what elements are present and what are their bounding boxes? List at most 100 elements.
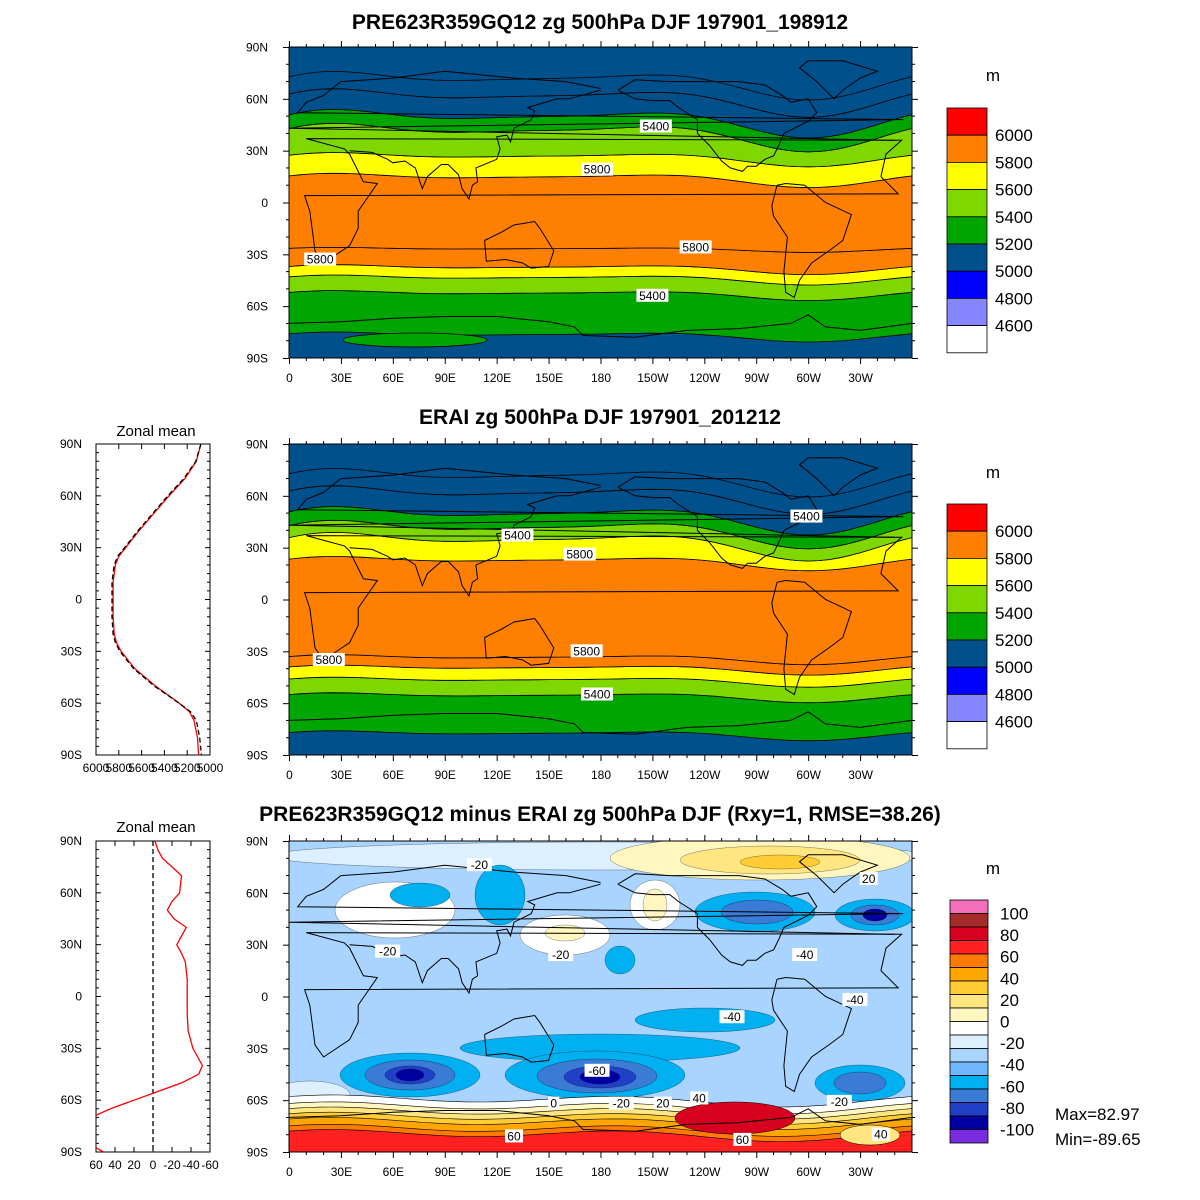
coastline [303, 138, 903, 264]
colorbar-label: 100 [1000, 905, 1028, 924]
contour-label-bg [304, 252, 337, 266]
colorbar-box [949, 1021, 989, 1036]
x-tick-label: 60E [383, 1165, 404, 1179]
contour-blob [739, 854, 821, 870]
contour-label: -20 [613, 1097, 631, 1111]
colorbar-label: 60 [1000, 948, 1019, 967]
coastlines [289, 854, 912, 1132]
colorbar-box [949, 994, 989, 1009]
colorbar-label: 0 [1000, 1013, 1009, 1032]
coastline [349, 883, 601, 995]
y-tick-label: 30S [61, 1041, 82, 1055]
colorbar-box [949, 980, 989, 995]
contour-label: 5800 [584, 163, 611, 177]
y-tick-label: 90N [246, 835, 268, 849]
y-tick-label: 60N [246, 489, 268, 503]
panel-model-units: m [986, 66, 1000, 85]
contour-label: 5400 [643, 119, 670, 133]
panel-reference-colorbar: 6000 5800 5600 5400 5200 5000 4800 4600 [946, 503, 1033, 750]
contour-blob [674, 1101, 796, 1135]
contour-label-bg [581, 687, 614, 701]
coastline [617, 79, 818, 172]
y-tick-label: 90N [60, 834, 82, 848]
contour-band [289, 71, 912, 118]
contour-label-bg [871, 1127, 890, 1141]
contour-label-bg [375, 944, 401, 958]
y-tick-label: 0 [75, 990, 82, 1004]
x-tick-label: 60E [383, 371, 404, 385]
x-tick-label: 150W [637, 768, 669, 782]
contour-blob [839, 1124, 901, 1146]
colorbar-label: 5200 [995, 235, 1033, 254]
panel-difference-units: m [986, 859, 1000, 878]
x-tick-label: 150E [535, 768, 563, 782]
x-tick-label: 120E [483, 1165, 511, 1179]
contour-label: -40 [796, 948, 814, 962]
contour-blob [395, 1068, 425, 1082]
colorbar-box [946, 558, 988, 587]
contour-label: 5400 [584, 688, 611, 702]
contour-label-bg [690, 1091, 709, 1105]
contour-label: 40 [692, 1091, 706, 1105]
contour-blob [389, 882, 451, 908]
panel-difference-colorbar: 100 80 60 40 20 0 -20 -40 -60 -80 -100 [949, 899, 1034, 1144]
contour-label: 60 [507, 1129, 521, 1143]
x-tick-label: 0 [286, 371, 293, 385]
y-tick-label: 30N [60, 938, 82, 952]
y-tick-label: 90S [247, 1146, 268, 1160]
coastline [798, 60, 879, 100]
x-tick-label: 120W [689, 371, 721, 385]
colorbar-box [946, 134, 988, 163]
contour-label: -20 [552, 948, 570, 962]
coastline [484, 617, 555, 666]
y-tick-label: 90N [246, 41, 268, 55]
contour-blob [862, 908, 888, 922]
x-tick-label: 60W [796, 1165, 821, 1179]
coastline [484, 1014, 555, 1063]
x-tick-label: 150W [637, 1165, 669, 1179]
contour-label-bg [608, 1096, 634, 1110]
zonal-mean-difference: Zonal mean 60 40 20 0 -20 -40 -60 90N 60N 30N 0 30S… [60, 819, 219, 1172]
panel-reference-units: m [986, 463, 1000, 482]
x-tick-label: 5800 [105, 761, 132, 775]
zonal-mean-model-line [112, 444, 202, 755]
y-tick-label: 60S [61, 1093, 82, 1107]
colorbar-label: 5800 [995, 153, 1033, 172]
contour-label: 20 [656, 1097, 670, 1111]
x-tick-label: 40 [108, 1158, 122, 1172]
coastline [798, 457, 879, 497]
contour-label: 60 [736, 1133, 750, 1147]
contour-label-bg [636, 288, 669, 302]
contour-label: 5400 [793, 510, 820, 524]
colorbar-box [949, 953, 989, 968]
contour-label: -40 [723, 1010, 741, 1024]
colorbar-box [949, 1007, 989, 1022]
colorbar-label: 5000 [995, 262, 1033, 281]
colorbar-box [949, 1061, 989, 1076]
x-tick-label: 30W [848, 768, 873, 782]
x-tick-label: 150E [535, 1165, 563, 1179]
x-tick-label: 5200 [174, 761, 201, 775]
y-tick-label: 60N [246, 886, 268, 900]
contour-label: 0 [550, 1097, 557, 1111]
x-tick-label: 30E [331, 1165, 352, 1179]
y-tick-label: 60S [247, 697, 268, 711]
panel-difference-field [289, 841, 912, 1152]
y-tick-label: 30N [246, 144, 268, 158]
colorbar-box [949, 913, 989, 928]
panel-model-title: PRE623R359GQ12 zg 500hPa DJF 197901_1989… [352, 11, 848, 34]
contour-label-bg [548, 948, 574, 962]
colorbar-box [946, 721, 988, 750]
contour-label: -20 [831, 1095, 849, 1109]
y-tick-label: 0 [261, 196, 268, 210]
colorbar-box [946, 325, 988, 354]
colorbar-box [946, 694, 988, 723]
x-tick-label: 90E [435, 371, 456, 385]
colorbar-label: 5400 [995, 208, 1033, 227]
contour-label-bg [679, 240, 712, 254]
contour-label-bg [733, 1132, 752, 1146]
colorbar-box [949, 1075, 989, 1090]
x-tick-label: 90E [435, 1165, 456, 1179]
